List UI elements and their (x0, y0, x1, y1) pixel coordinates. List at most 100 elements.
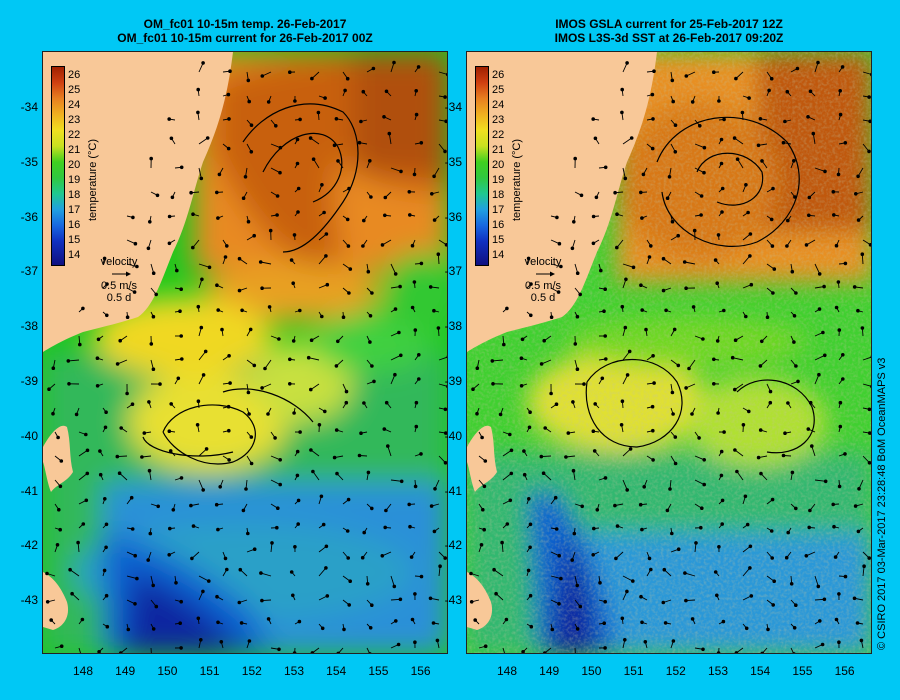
current-arrow-head (665, 196, 670, 200)
current-arrow-head (631, 265, 636, 270)
current-arrow-head (296, 498, 301, 503)
current-arrow-head (142, 431, 147, 435)
current-arrow-head (260, 598, 264, 603)
current-arrow-head (691, 305, 696, 309)
current-arrow-head (384, 89, 389, 94)
current-arrow-head (167, 214, 172, 219)
current-arrow-head (292, 651, 297, 653)
latitude-tick-label: -38 (444, 319, 462, 334)
current-arrow-head (237, 256, 242, 261)
current-arrow-head (334, 117, 339, 121)
current-arrow-head (170, 195, 175, 200)
current-arrow-head (398, 597, 403, 602)
current-arrow-head (226, 92, 231, 97)
current-arrow-head (80, 617, 85, 622)
current-arrow-head (758, 364, 763, 368)
current-arrow-head (336, 651, 341, 653)
current-arrow-head (382, 427, 387, 431)
current-arrow-head (296, 522, 300, 526)
current-arrow-head (564, 455, 568, 459)
velocity-arrow-icon (536, 271, 555, 277)
current-arrow-head (749, 282, 754, 287)
current-arrow-head (119, 651, 123, 653)
current-arrow-head (528, 593, 533, 598)
current-arrow-head (853, 504, 858, 508)
current-arrow-head (215, 594, 219, 599)
colorbar-tick: 16 (492, 219, 505, 231)
current-arrow-head (690, 412, 694, 416)
current-arrow-head (392, 60, 396, 65)
current-arrow-head (204, 447, 209, 451)
current-arrow-head (670, 78, 675, 83)
current-arrow-head (559, 264, 563, 269)
current-arrow-head (860, 252, 865, 256)
colorbar-tick: 24 (68, 99, 81, 111)
current-arrow-head (217, 172, 222, 177)
current-arrow-head (125, 391, 129, 396)
current-arrow-head (649, 567, 653, 572)
current-arrow-head (308, 136, 313, 140)
velocity-speed: 0.5 m/s (524, 280, 562, 292)
colorbar-tick: 25 (492, 84, 505, 96)
current-arrow-head (735, 157, 740, 161)
current-arrow-head (661, 600, 666, 605)
current-arrow-head (639, 190, 643, 195)
current-arrow-head (836, 172, 841, 177)
current-arrow-head (834, 243, 839, 248)
latitude-tick-label: -39 (20, 374, 38, 388)
current-arrow-head (482, 527, 487, 532)
current-arrow-head (345, 76, 350, 81)
current-arrow-head (640, 308, 644, 312)
current-arrow-head (520, 337, 525, 342)
current-arrow-head (51, 366, 56, 371)
current-arrow-head (227, 458, 231, 462)
current-arrow-head (542, 338, 546, 343)
current-arrow-head (838, 112, 843, 117)
current-arrow-head (291, 593, 295, 598)
current-arrow-head (571, 400, 575, 404)
current-arrow-head (856, 529, 861, 534)
colorbar: 26 25 24 23 22 21 20 19 18 17 16 15 14 t… (51, 66, 113, 266)
current-arrow-head (149, 156, 153, 161)
current-arrow-head (860, 326, 865, 330)
latitude-tick-label: -40 (444, 428, 462, 443)
current-arrow-head (745, 522, 750, 527)
current-arrow (493, 569, 504, 577)
current-arrow-head (179, 476, 184, 480)
current-arrow-head (292, 233, 297, 237)
current-arrow-head (191, 245, 195, 250)
current-arrow-head (324, 232, 329, 236)
current-arrow-head (769, 529, 774, 533)
current-arrow-head (365, 582, 370, 586)
current-arrow (198, 263, 210, 268)
current-arrow (198, 575, 210, 582)
current-arrow-head (647, 556, 652, 561)
current-arrow-head (332, 455, 337, 460)
current-arrow-head (841, 377, 845, 381)
current-arrow-head (720, 186, 725, 191)
current-arrow (622, 575, 634, 582)
current-arrow-head (259, 571, 263, 575)
current-arrow-head (869, 72, 871, 77)
current-arrow-head (268, 228, 273, 233)
current-arrow-head (772, 579, 777, 584)
current-arrow-head (550, 627, 555, 632)
current-arrow-head (508, 432, 512, 437)
current-arrow-head (175, 268, 179, 273)
current-arrow-head (623, 176, 628, 181)
current-arrow-head (867, 556, 871, 560)
current-arrow-head (649, 244, 653, 248)
current-arrow-head (528, 545, 532, 550)
current-arrow-head (836, 280, 841, 284)
current-arrow-head (310, 651, 315, 653)
current-arrow-head (699, 213, 703, 217)
current-arrow-head (296, 210, 300, 214)
current-arrow-head (104, 593, 109, 598)
current-arrow-head (260, 286, 264, 290)
current-arrow-head (722, 117, 726, 122)
current-arrow-head (491, 382, 495, 386)
current-arrow-head (345, 529, 350, 533)
current-arrow-head (748, 566, 752, 570)
current-arrow-head (665, 508, 670, 513)
current-arrow-head (702, 458, 706, 462)
